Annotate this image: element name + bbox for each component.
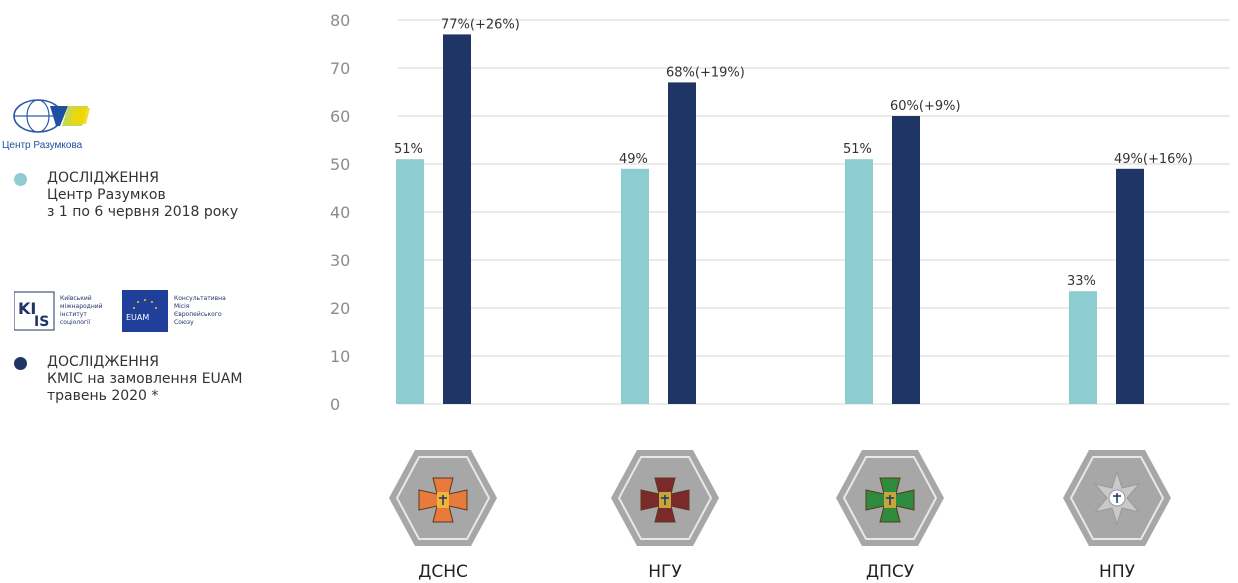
emblem-icon xyxy=(1063,450,1171,546)
y-tick-label: 60 xyxy=(330,107,350,126)
emblem-icon xyxy=(389,450,497,546)
y-tick-label: 0 xyxy=(330,395,340,414)
legend-2018-line2: Центр Разумкoв xyxy=(47,187,166,203)
legend-2020-line2: КМІС на замовлення EUAM xyxy=(47,371,243,387)
data-label: 49% xyxy=(619,152,648,167)
emblem-badge xyxy=(834,448,946,552)
y-tick-label: 80 xyxy=(330,11,350,30)
category-label: ДПСУ xyxy=(865,562,915,582)
emblem-badge xyxy=(1061,448,1173,552)
euam-logo-text: EUAM xyxy=(126,313,149,322)
y-tick-label: 10 xyxy=(330,347,350,366)
category-label: НПУ xyxy=(1099,562,1135,582)
data-label: 33% xyxy=(1067,274,1096,289)
legend-2020-line1: ДОСЛІДЖЕННЯ xyxy=(47,354,160,370)
kmis-line-4: соціології xyxy=(60,319,91,326)
kmis-line-2: міжнародний xyxy=(60,303,103,310)
razumkov-logo-text: Центр Разумкова xyxy=(2,140,83,151)
legend-2018-line3: з 1 по 6 червня 2018 року xyxy=(47,204,239,220)
bar xyxy=(1116,168,1144,404)
emblem-badge xyxy=(609,448,721,552)
emblem-badge xyxy=(387,448,499,552)
data-label: 77%(+26%) xyxy=(441,17,520,32)
bar xyxy=(845,159,873,404)
data-label: 60%(+9%) xyxy=(890,99,961,114)
legend-dot-2018 xyxy=(14,173,27,186)
legend-panel: Центр Разумкова ДОСЛІДЖЕННЯ Центр Разумк… xyxy=(0,0,300,583)
emblem-icon xyxy=(836,450,944,546)
data-label: 49%(+16%) xyxy=(1114,152,1193,167)
data-label: 51% xyxy=(843,142,872,157)
legend-dot-2020 xyxy=(14,357,27,370)
data-label: 51% xyxy=(394,142,423,157)
razumkov-logo xyxy=(13,99,90,133)
legend-2020-line3: травень 2020 * xyxy=(47,388,159,404)
euam-line-3: Європейського xyxy=(174,311,222,318)
y-tick-label: 30 xyxy=(330,251,350,270)
data-label: 68%(+19%) xyxy=(666,65,745,80)
kmis-euam-logos: KI IS Київський міжнародний інститут соц… xyxy=(14,290,226,332)
kmis-line-1: Київський xyxy=(60,295,92,302)
euam-line-1: Консультативна xyxy=(174,295,226,302)
emblem-icon xyxy=(611,450,719,546)
bar xyxy=(668,82,696,405)
euam-line-4: Союзу xyxy=(174,319,194,326)
y-tick-label: 70 xyxy=(330,59,350,78)
svg-text:KI: KI xyxy=(18,299,36,318)
bar-chart: 0 10 20 30 40 50 60 70 80 51% 49% 51% 33% 77%(+26%) 68… xyxy=(330,11,1230,414)
bar xyxy=(1069,291,1097,404)
bar xyxy=(443,34,471,405)
bar xyxy=(892,116,920,404)
bar xyxy=(621,168,649,404)
legend-2018-line1: ДОСЛІДЖЕННЯ xyxy=(47,170,160,186)
category-label: НГУ xyxy=(648,562,682,582)
y-tick-label: 40 xyxy=(330,203,350,222)
bar xyxy=(396,159,424,404)
svg-text:IS: IS xyxy=(34,314,49,330)
euam-line-2: Місія xyxy=(174,303,190,310)
category-label: ДСНС xyxy=(418,562,468,582)
y-tick-label: 20 xyxy=(330,299,350,318)
kmis-line-3: інститут xyxy=(60,311,87,318)
y-tick-label: 50 xyxy=(330,155,350,174)
